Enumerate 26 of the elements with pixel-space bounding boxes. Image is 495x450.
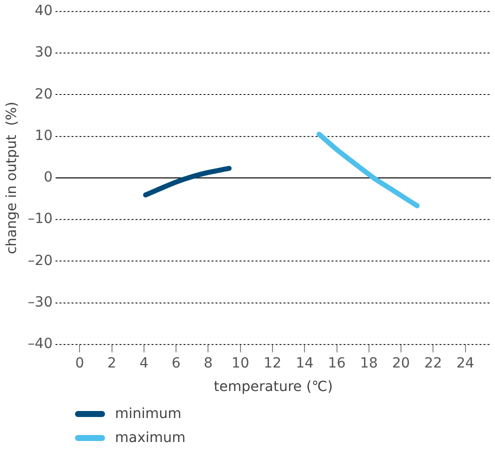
- y-tick-label: 10: [34, 128, 53, 144]
- x-tick-label: 6: [172, 355, 181, 372]
- x-tick-label: 4: [140, 355, 149, 372]
- x-tick-label: 18: [360, 355, 378, 372]
- y-tick-label: –10: [28, 211, 53, 228]
- legend-label: maximum: [115, 430, 186, 446]
- x-axis-title: temperature (℃): [214, 379, 333, 396]
- y-tick-label: 0: [44, 170, 53, 186]
- x-tick-label: 24: [456, 355, 474, 372]
- legend-label: minimum: [115, 406, 182, 422]
- y-tick-label: –20: [28, 252, 53, 269]
- x-tick-label: 22: [424, 355, 442, 372]
- y-tick-label: –30: [28, 294, 53, 310]
- y-tick-label: 40: [34, 3, 53, 20]
- y-tick-label: 20: [34, 86, 53, 102]
- x-tick-label: 0: [75, 355, 84, 372]
- x-tick-label: 16: [328, 355, 346, 372]
- y-tick-label: 30: [34, 44, 53, 61]
- x-tick-label: 20: [392, 355, 410, 372]
- x-tick-label: 2: [107, 355, 116, 372]
- y-axis-title: change in output (%): [4, 102, 20, 254]
- x-tick-label: 8: [204, 355, 213, 372]
- x-tick-label: 14: [296, 355, 314, 372]
- x-tick-label: 10: [231, 355, 250, 372]
- y-tick-label: –40: [28, 336, 53, 352]
- x-tick-label: 12: [264, 355, 282, 372]
